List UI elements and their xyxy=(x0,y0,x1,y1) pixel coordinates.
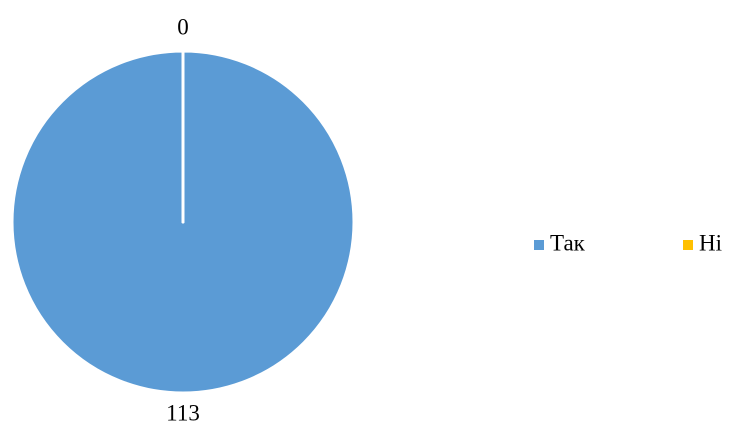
legend-label: Ні xyxy=(699,230,722,255)
data-label: 0 xyxy=(177,14,189,39)
legend-label: Так xyxy=(550,230,586,255)
legend-swatch xyxy=(534,240,544,250)
data-label: 113 xyxy=(166,400,200,425)
legend-swatch xyxy=(683,240,693,250)
